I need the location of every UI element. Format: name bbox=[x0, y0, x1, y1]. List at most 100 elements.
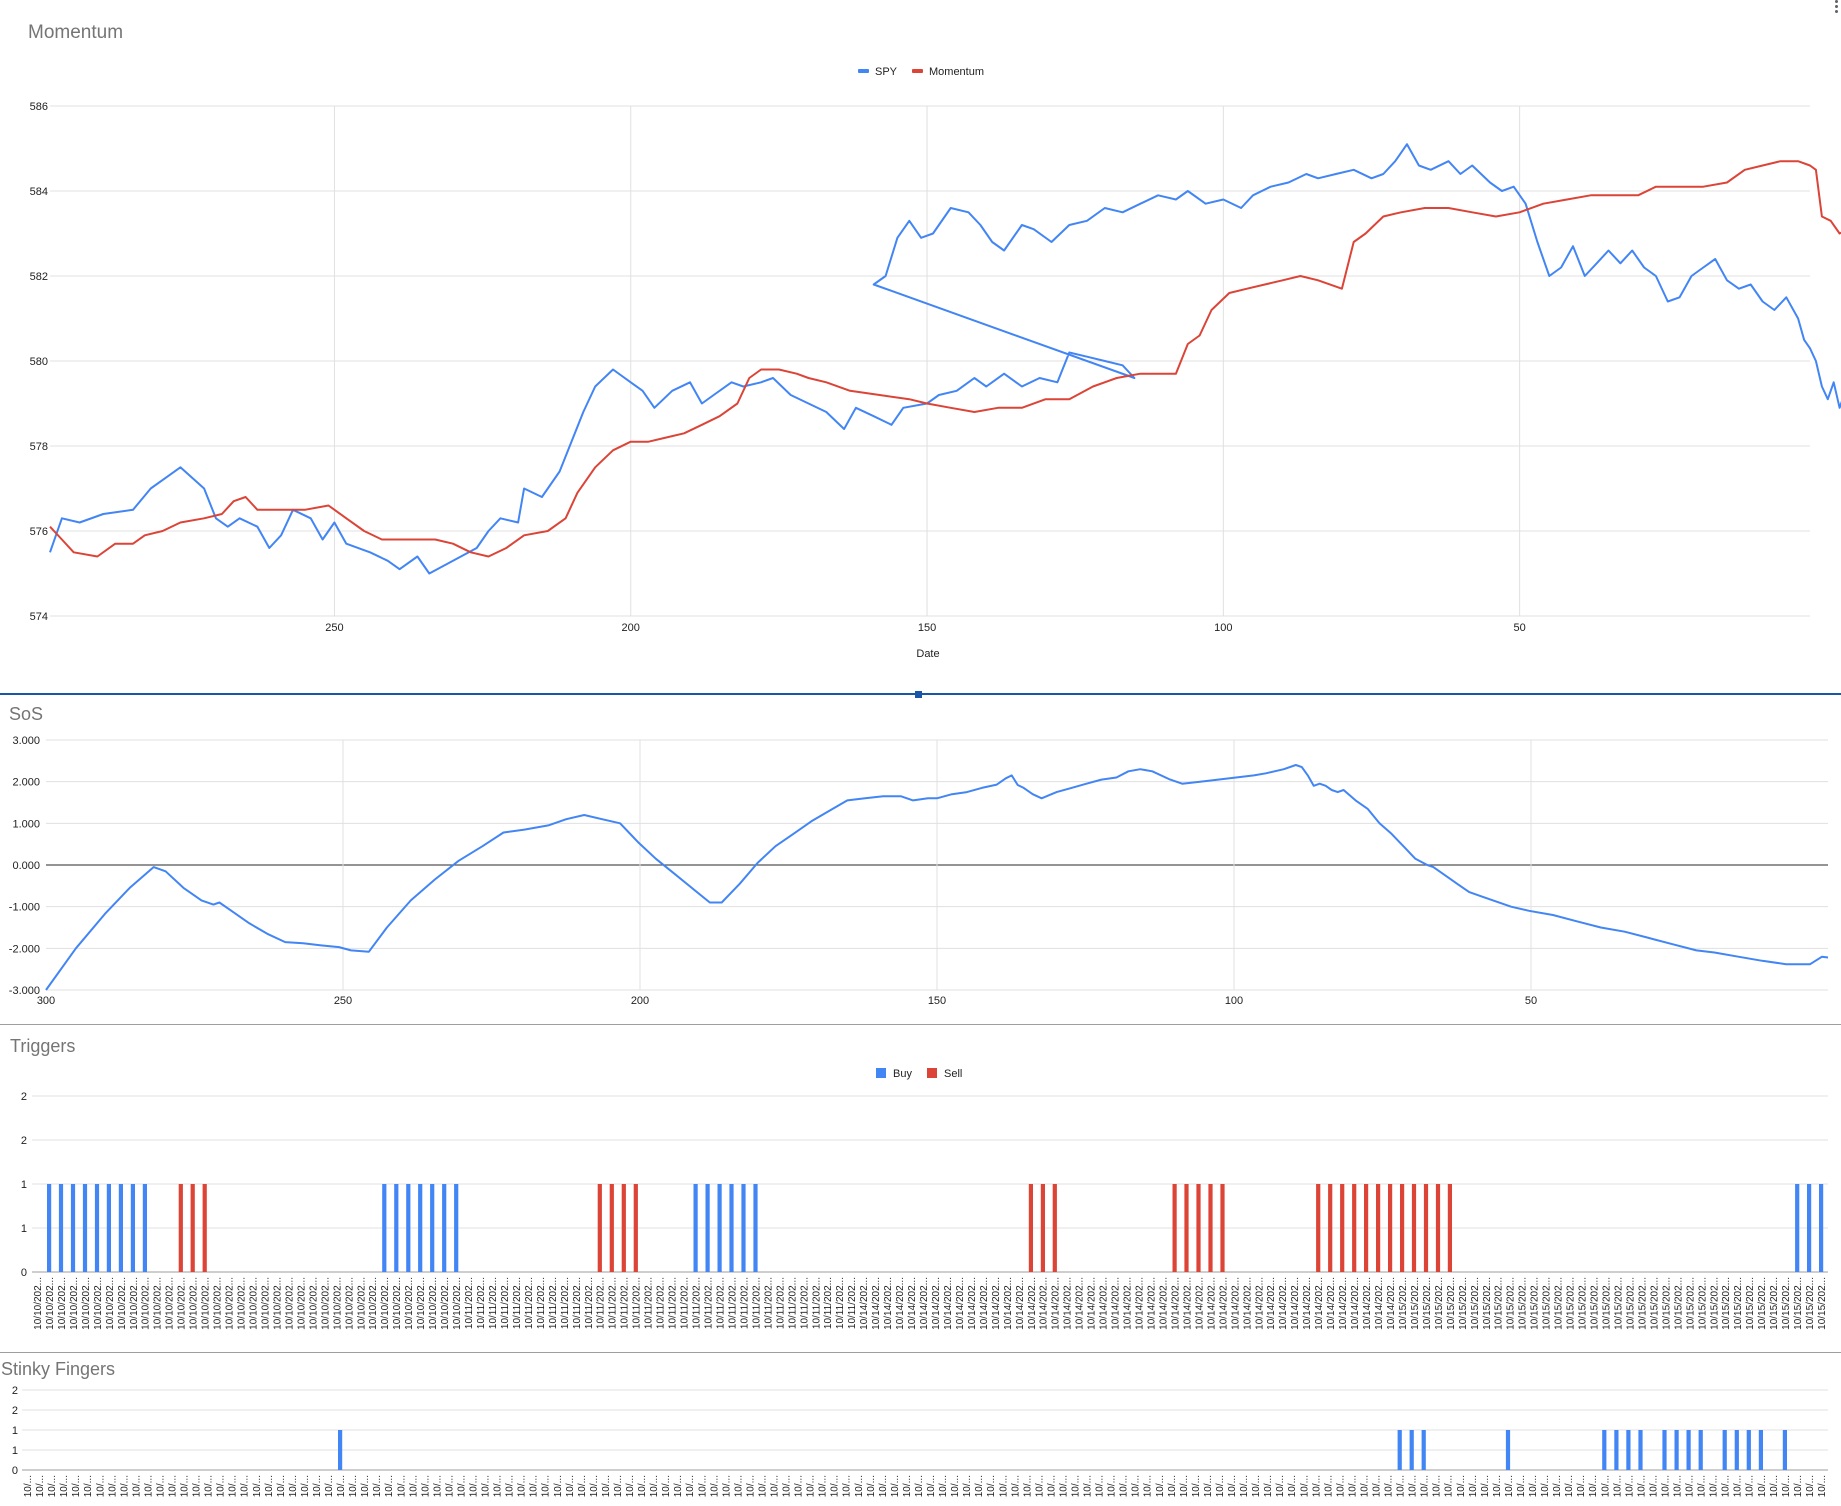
x-category-label: 10/... bbox=[649, 1475, 660, 1497]
bar-buy bbox=[442, 1184, 447, 1272]
resize-handle-icon[interactable] bbox=[915, 691, 922, 698]
y-tick-label: 3.000 bbox=[12, 735, 40, 747]
y-tick-label: 584 bbox=[30, 186, 48, 198]
triggers-chart-title: Triggers bbox=[10, 1036, 76, 1056]
bar-buy bbox=[753, 1184, 758, 1272]
vertical-dots-icon[interactable] bbox=[1835, 0, 1839, 14]
x-category-label: 10/10/202... bbox=[129, 1277, 140, 1330]
x-category-label: 10/15/202... bbox=[1506, 1277, 1517, 1330]
x-category-label: 10/15/202... bbox=[1625, 1277, 1636, 1330]
x-category-label: 10/15/202... bbox=[1721, 1277, 1732, 1330]
x-category-label: 10/... bbox=[1552, 1475, 1563, 1497]
x-category-label: 10/... bbox=[1010, 1475, 1021, 1497]
y-tick-label: 1 bbox=[21, 1223, 27, 1235]
x-category-label: 10/... bbox=[1203, 1475, 1214, 1497]
x-category-label: 10/15/202... bbox=[1745, 1277, 1756, 1330]
x-category-label: 10/... bbox=[757, 1475, 768, 1497]
x-category-label: 10/15/202... bbox=[1410, 1277, 1421, 1330]
x-category-label: 10/... bbox=[1624, 1475, 1635, 1497]
x-category-label: 10/11/202... bbox=[632, 1277, 643, 1329]
x-category-label: 10/14/202... bbox=[1170, 1277, 1181, 1330]
bar-buy bbox=[382, 1184, 387, 1272]
bar-sell bbox=[1220, 1184, 1225, 1272]
x-category-label: 10/15/202... bbox=[1470, 1277, 1481, 1330]
x-category-label: 10/10/202... bbox=[237, 1277, 248, 1330]
bar-buy bbox=[430, 1184, 435, 1272]
x-category-label: 10/14/202... bbox=[1194, 1277, 1205, 1330]
x-category-label: 10/... bbox=[1456, 1475, 1467, 1497]
x-category-label: 10/14/202... bbox=[1362, 1277, 1373, 1330]
x-category-label: 10/15/202... bbox=[1446, 1277, 1457, 1330]
x-category-label: 10/... bbox=[1323, 1475, 1334, 1497]
y-tick-label: 1 bbox=[12, 1425, 18, 1437]
bar-value bbox=[1734, 1430, 1739, 1470]
x-category-label: 10/... bbox=[300, 1475, 311, 1497]
x-category-label: 10/... bbox=[47, 1475, 58, 1497]
x-category-label: 10/... bbox=[1444, 1475, 1455, 1497]
x-category-label: 10/... bbox=[589, 1475, 600, 1497]
x-tick-label: 250 bbox=[325, 622, 343, 634]
x-category-label: 10/15/202... bbox=[1482, 1277, 1493, 1330]
y-tick-label: 2 bbox=[21, 1091, 27, 1103]
x-category-label: 10/14/202... bbox=[1386, 1277, 1397, 1330]
bar-buy bbox=[94, 1184, 100, 1272]
x-category-label: 10/15/202... bbox=[1733, 1277, 1744, 1330]
x-category-label: 10/... bbox=[745, 1475, 756, 1497]
x-category-label: 10/15/202... bbox=[1757, 1277, 1768, 1330]
x-category-label: 10/14/202... bbox=[1242, 1277, 1253, 1330]
x-category-label: 10/14/202... bbox=[1314, 1277, 1325, 1330]
x-category-label: 10/... bbox=[1287, 1475, 1298, 1497]
bar-buy bbox=[118, 1184, 123, 1272]
x-category-label: 10/10/202... bbox=[177, 1277, 188, 1330]
x-category-label: 10/... bbox=[1107, 1475, 1118, 1497]
x-category-label: 10/... bbox=[1600, 1475, 1611, 1497]
y-tick-label: -1.000 bbox=[9, 902, 40, 914]
stinky-fingers-chart[interactable]: Stinky Fingers 0 1 1 2 2 10/... 10/... 10/... 10… bbox=[0, 1354, 1841, 1506]
x-category-label: 10/14/202... bbox=[1350, 1277, 1361, 1330]
x-category-label: 10/... bbox=[1143, 1475, 1154, 1497]
x-category-label: 10/... bbox=[577, 1475, 588, 1497]
legend-label: Sell bbox=[944, 1068, 962, 1080]
x-category-label: 10/... bbox=[613, 1475, 624, 1497]
momentum-chart-title: Momentum bbox=[28, 22, 124, 43]
sos-chart[interactable]: SoS -3.000 -2.000 -1.000 0.000 1.000 2.000 3.0… bbox=[0, 698, 1841, 1024]
x-category-label: 10/14/202... bbox=[1123, 1277, 1134, 1330]
x-category-label: 10/11/202... bbox=[727, 1277, 738, 1329]
x-category-label: 10/15/202... bbox=[1578, 1277, 1589, 1330]
momentum-chart[interactable]: Momentum 574 576 578 580 582 584 586 250 200 150 1… bbox=[0, 0, 1841, 692]
x-category-label: 10/10/202... bbox=[308, 1277, 319, 1330]
x-category-label: 10/15/202... bbox=[1649, 1277, 1660, 1330]
x-category-label: 10/10/202... bbox=[332, 1277, 343, 1330]
x-category-label: 10/... bbox=[806, 1475, 817, 1497]
x-category-label: 10/15/202... bbox=[1661, 1277, 1672, 1330]
y-tick-label: 1 bbox=[21, 1179, 27, 1191]
bar-value bbox=[1602, 1430, 1607, 1470]
bar-sell bbox=[1340, 1184, 1345, 1272]
x-category-label: 10/... bbox=[95, 1475, 106, 1497]
bar-buy bbox=[418, 1184, 423, 1272]
chart-separator bbox=[0, 1352, 1841, 1353]
x-category-label: 10/14/202... bbox=[1087, 1277, 1098, 1330]
x-category-label: 10/15/202... bbox=[1673, 1277, 1684, 1330]
x-category-label: 10/14/202... bbox=[1290, 1277, 1301, 1330]
x-category-label: 10/... bbox=[782, 1475, 793, 1497]
x-category-label: 10/11/202... bbox=[656, 1277, 667, 1329]
x-category-label: 10/... bbox=[131, 1475, 142, 1497]
y-tick-label: 580 bbox=[30, 356, 48, 368]
y-tick-label: 574 bbox=[30, 611, 48, 623]
bar-value bbox=[1722, 1430, 1727, 1470]
bar-sell bbox=[633, 1184, 638, 1272]
bar-buy bbox=[70, 1184, 76, 1272]
x-category-label: 10/14/202... bbox=[967, 1277, 978, 1330]
x-category-label: 10/... bbox=[252, 1475, 263, 1497]
triggers-chart[interactable]: Triggers 0 1 1 2 2 10/10/202... 10/10/202... 10… bbox=[0, 1026, 1841, 1352]
x-category-label: 10/11/202... bbox=[847, 1277, 858, 1329]
x-category-label: 10/... bbox=[360, 1475, 371, 1497]
bar-sell bbox=[1208, 1184, 1213, 1272]
x-category-label: 10/... bbox=[1709, 1475, 1720, 1497]
y-tick-label: 0.000 bbox=[12, 860, 40, 872]
x-category-label: 10/15/202... bbox=[1530, 1277, 1541, 1330]
x-category-label: 10/14/202... bbox=[907, 1277, 918, 1330]
x-category-label: 10/10/202... bbox=[141, 1277, 152, 1330]
x-category-label: 10/... bbox=[493, 1475, 504, 1497]
